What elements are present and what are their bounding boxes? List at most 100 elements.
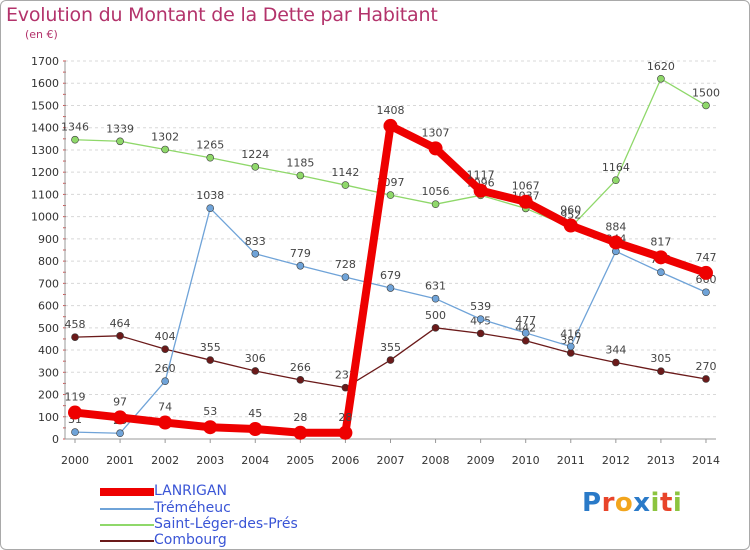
data-point-tremeheuc — [386, 284, 395, 292]
data-label-combourg: 500 — [425, 309, 446, 322]
data-label-combourg: 344 — [605, 344, 626, 357]
y-tick-label: 1000 — [31, 211, 59, 224]
legend-label-lanrigan: LANRIGAN — [154, 483, 227, 499]
y-tick-label: 900 — [38, 233, 59, 246]
data-label-lanrigan: 747 — [695, 251, 716, 264]
data-label-tremeheuc: 260 — [155, 362, 176, 375]
data-point-combourg — [116, 332, 124, 340]
data-point-tremeheuc — [341, 273, 350, 281]
data-point-lanrigan — [608, 235, 623, 250]
data-point-lanrigan — [428, 141, 443, 156]
data-label-tremeheuc: 679 — [380, 269, 401, 282]
y-tick-label: 200 — [38, 389, 59, 402]
data-point-combourg — [521, 336, 530, 345]
data-label-combourg: 305 — [650, 352, 671, 365]
y-tick-label: 1500 — [31, 99, 59, 112]
y-tick-label: 1400 — [31, 122, 59, 135]
y-tick-label: 700 — [38, 277, 59, 290]
data-label-lanrigan: 960 — [560, 204, 581, 217]
data-label-saint-leger-des-pres: 1164 — [602, 161, 630, 174]
data-label-saint-leger-des-pres: 952 — [560, 208, 581, 221]
x-tick-label: 2013 — [647, 454, 675, 467]
data-label-tremeheuc: 631 — [425, 280, 446, 293]
y-tick-label: 1200 — [31, 166, 59, 179]
data-point-lanrigan — [68, 405, 82, 420]
data-point-combourg — [386, 356, 395, 364]
x-tick-label: 2005 — [286, 454, 314, 467]
x-tick-label: 2006 — [331, 454, 359, 467]
data-point-tremeheuc — [251, 249, 260, 258]
y-tick-label: 1300 — [31, 144, 59, 157]
data-label-combourg: 464 — [110, 317, 131, 330]
x-tick-label: 2009 — [467, 454, 495, 467]
y-tick-label: 500 — [38, 322, 59, 335]
data-point-tremeheuc — [161, 377, 169, 385]
data-point-combourg — [251, 367, 260, 375]
data-point-lanrigan — [248, 421, 263, 436]
data-point-saint-leger-des-pres — [341, 181, 350, 189]
data-point-tremeheuc — [566, 342, 575, 351]
data-point-tremeheuc — [296, 261, 305, 270]
data-label-lanrigan: 1117 — [467, 169, 495, 182]
y-tick-label: 400 — [38, 344, 59, 357]
data-label-lanrigan: 1307 — [422, 126, 450, 139]
data-point-saint-leger-des-pres — [386, 191, 395, 199]
legend-item-lanrigan: LANRIGAN — [100, 483, 360, 500]
data-label-saint-leger-des-pres: 1056 — [422, 185, 450, 198]
legend-item-combourg: Combourg — [100, 532, 360, 549]
data-point-saint-leger-des-pres — [116, 137, 124, 146]
chart-subtitle: (en €) — [25, 28, 58, 41]
y-tick-label: 1100 — [31, 188, 59, 201]
data-label-combourg: 266 — [290, 361, 311, 374]
data-label-lanrigan: 817 — [650, 235, 671, 248]
data-point-saint-leger-des-pres — [296, 171, 305, 180]
data-label-tremeheuc: 833 — [245, 235, 266, 248]
data-label-combourg: 270 — [695, 360, 716, 373]
data-point-lanrigan — [698, 265, 713, 280]
data-point-combourg — [206, 356, 215, 364]
x-tick-label: 2000 — [61, 454, 89, 467]
data-point-tremeheuc — [431, 294, 440, 303]
data-point-tremeheuc — [521, 329, 530, 337]
x-tick-label: 2004 — [241, 454, 269, 467]
x-tick-label: 2003 — [196, 454, 224, 467]
data-label-combourg: 355 — [200, 341, 221, 354]
data-point-tremeheuc — [116, 429, 124, 438]
data-label-combourg: 404 — [155, 330, 176, 343]
data-label-tremeheuc: 1038 — [196, 189, 224, 202]
data-point-combourg — [71, 333, 79, 341]
data-point-combourg — [702, 375, 710, 383]
data-label-lanrigan: 28 — [293, 411, 307, 424]
x-tick-label: 2002 — [151, 454, 179, 467]
data-label-lanrigan: 1067 — [512, 180, 540, 193]
data-point-tremeheuc — [702, 288, 710, 297]
data-point-tremeheuc — [206, 204, 215, 212]
y-tick-label: 100 — [38, 411, 59, 424]
data-label-lanrigan: 97 — [113, 395, 127, 408]
data-point-lanrigan — [158, 415, 173, 430]
y-tick-label: 1700 — [31, 55, 59, 68]
data-label-tremeheuc: 779 — [290, 247, 311, 260]
x-tick-label: 2001 — [106, 454, 134, 467]
data-point-saint-leger-des-pres — [161, 145, 169, 154]
data-point-tremeheuc — [657, 268, 665, 277]
data-point-lanrigan — [203, 420, 218, 435]
y-tick-label: 600 — [38, 300, 59, 313]
data-label-lanrigan: 1408 — [376, 104, 404, 117]
data-label-tremeheuc: 477 — [515, 314, 536, 327]
x-tick-label: 2012 — [602, 454, 630, 467]
data-label-saint-leger-des-pres: 1500 — [692, 86, 720, 99]
data-label-saint-leger-des-pres: 1265 — [196, 139, 224, 152]
data-point-lanrigan — [563, 218, 578, 233]
legend-label-tremeheuc: Tréméheuc — [154, 500, 231, 516]
data-point-combourg — [431, 324, 440, 332]
legend-swatch-lanrigan — [100, 488, 154, 496]
data-label-saint-leger-des-pres: 1302 — [151, 130, 179, 143]
x-tick-label: 2007 — [376, 454, 404, 467]
data-point-saint-leger-des-pres — [431, 200, 440, 208]
data-label-lanrigan: 74 — [158, 401, 172, 414]
x-tick-label: 2014 — [692, 454, 720, 467]
data-point-lanrigan — [293, 425, 308, 440]
data-point-lanrigan — [473, 183, 488, 198]
